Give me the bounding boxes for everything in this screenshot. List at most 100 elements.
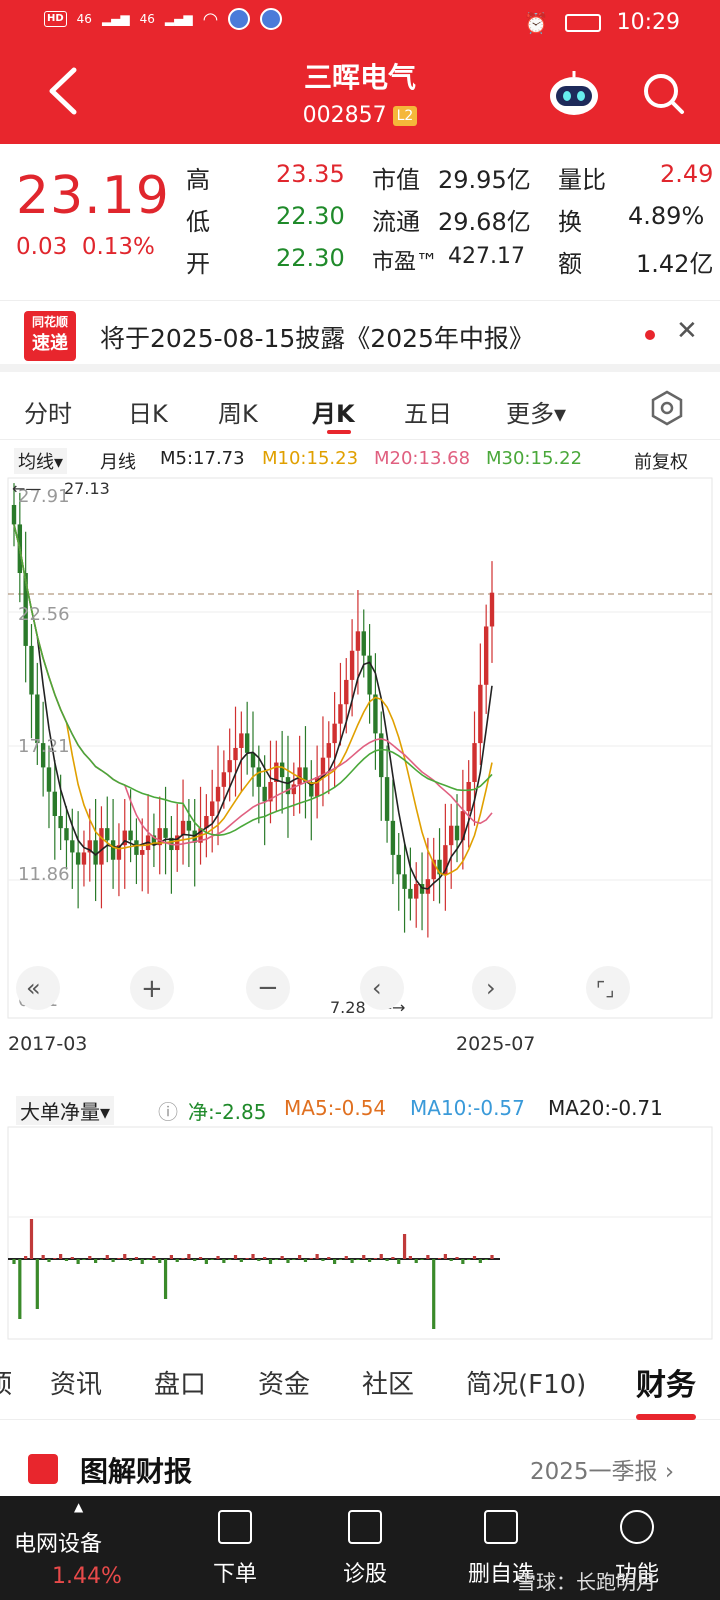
flow-bar [216,1256,220,1259]
candle-body [448,825,454,846]
candle-body [460,811,466,841]
flow-bar [111,1259,115,1262]
candle-body [29,645,34,695]
y-tick-1: 22.56 [18,604,70,625]
pe-label: 市盈™ [372,250,439,275]
tab-intraday[interactable]: 分时 [24,400,72,428]
tab-more[interactable]: 更多▾ [506,400,567,428]
candle-body [338,704,343,724]
mktcap-value: 29.95亿 [438,166,531,194]
candle-body [419,884,425,894]
sector-button[interactable]: ▲ 电网设备 1.44% [0,1496,160,1600]
y-tick-3: 11.86 [18,864,70,885]
monthly-k-chart[interactable]: 27.91 22.56 17.21 11.86 6.51 ←— 27.13 7.… [0,476,720,1076]
min-price-label: 7.28 [330,998,366,1017]
tab-five-day[interactable]: 五日 [404,400,452,428]
period-tabs: 分时 日K 周K 月K 五日 更多▾ [0,382,720,440]
back-arrow-icon[interactable] [44,66,80,116]
diagnose-button[interactable]: 诊股 [300,1496,430,1600]
chevron-left-icon: ‹ [372,974,382,1002]
tab-finance[interactable]: 财务 [636,1368,696,1403]
candle-body [93,840,98,865]
x-start-label: 2017-03 [8,1033,87,1055]
flow-bar [47,1259,51,1262]
flow-bar [245,1258,249,1259]
flow-bar [402,1234,407,1259]
flow-bar [309,1258,313,1259]
bottom-action-bar: ▲ 电网设备 1.44% 下单 诊股 删自选 功能 [0,1496,720,1600]
net-value: 净:-2.85 [188,1100,267,1124]
sector-change: 1.44% [52,1564,122,1589]
candle-body [262,786,267,802]
tab-monthly-k[interactable]: 月K [312,400,355,428]
ma-selector[interactable]: 均线▾ [14,448,68,474]
tab-community[interactable]: 社区 [362,1370,415,1400]
candle-body [99,828,104,865]
candle-body [367,655,372,695]
flow-bar [443,1254,447,1259]
zoom-in-button[interactable] [130,966,174,1010]
rewind-button[interactable] [16,966,60,1010]
flow-bar [152,1256,156,1259]
order-button[interactable]: 下单 [170,1496,300,1600]
announcement-banner[interactable]: 同花顺 速递 将于2025-08-15披露《2025年中报》 [0,300,720,372]
candle-body [309,781,314,797]
float-value: 29.68亿 [438,208,531,236]
robot-assistant-icon[interactable] [546,70,602,118]
status-bar: HD 46 ▂▄▆ 46 ▂▄▆ ◠ ⏰ 10:29 [0,0,720,48]
flow-bar [146,1259,150,1260]
flow-bar [59,1254,63,1259]
tab-daily-k[interactable]: 日K [128,400,168,428]
functions-button[interactable]: 功能 [572,1496,702,1600]
candle-body [58,816,63,829]
volratio-label: 量比 [558,166,606,194]
tab-news[interactable]: 资讯 [50,1370,103,1400]
candle-body [46,767,52,792]
period-label: 月线 [100,452,136,473]
indicator-selector[interactable]: 大单净量▾ [16,1096,115,1125]
y-tick-2: 17.21 [18,736,70,757]
search-icon[interactable] [642,72,686,116]
pe-value: 427.17 [448,244,525,269]
ma10-line [13,524,493,877]
flow-bar [88,1256,92,1259]
ths-express-logo: 同花顺 速递 [24,311,76,361]
order-icon [218,1510,252,1544]
settings-hexagon-icon[interactable] [650,390,684,426]
close-icon[interactable]: ✕ [676,316,698,346]
tab-f10[interactable]: 简况(F10) [466,1370,587,1400]
change-percent: 0.13% [81,234,155,260]
fullscreen-button[interactable] [586,966,630,1010]
tab-weekly-k[interactable]: 周K [218,400,258,428]
flow-bar [373,1258,378,1259]
y-tick-0: 27.91 [18,486,70,507]
announcement-text: 将于2025-08-15披露《2025年中报》 [100,324,534,353]
help-icon[interactable]: ⓘ [158,1100,178,1124]
tab-orderbook[interactable]: 盘口 [154,1370,207,1400]
report-period[interactable]: 2025一季报 › [530,1459,675,1485]
candle-body [128,830,133,841]
zoom-out-button[interactable] [246,966,290,1010]
candle-body [373,694,378,734]
tab-capital[interactable]: 资金 [258,1370,311,1400]
candle-body [361,631,366,656]
flow-bar [455,1257,459,1259]
scroll-left-button[interactable] [360,966,404,1010]
flow-bar [274,1259,278,1260]
remove-watchlist-button[interactable]: 删自选 [436,1496,566,1600]
low-label: 低 [186,208,210,236]
candle-body [239,733,244,748]
flow-bar [414,1259,418,1263]
scroll-right-button[interactable] [472,966,516,1010]
adjust-mode[interactable]: 前复权 [634,452,688,473]
tab-partial[interactable]: 顶 [0,1364,12,1401]
stock-code-row: 002857 L2 [0,103,720,128]
flow-bar [35,1259,39,1309]
max-price-label: 27.13 [64,479,110,498]
candle-body [326,743,331,758]
plus-icon: + [141,974,163,1004]
flow-bar [449,1259,453,1261]
financial-report-section[interactable]: 图解财报 2025一季报 › [0,1430,720,1500]
candle-body [215,786,221,802]
flow-bar [187,1254,191,1259]
